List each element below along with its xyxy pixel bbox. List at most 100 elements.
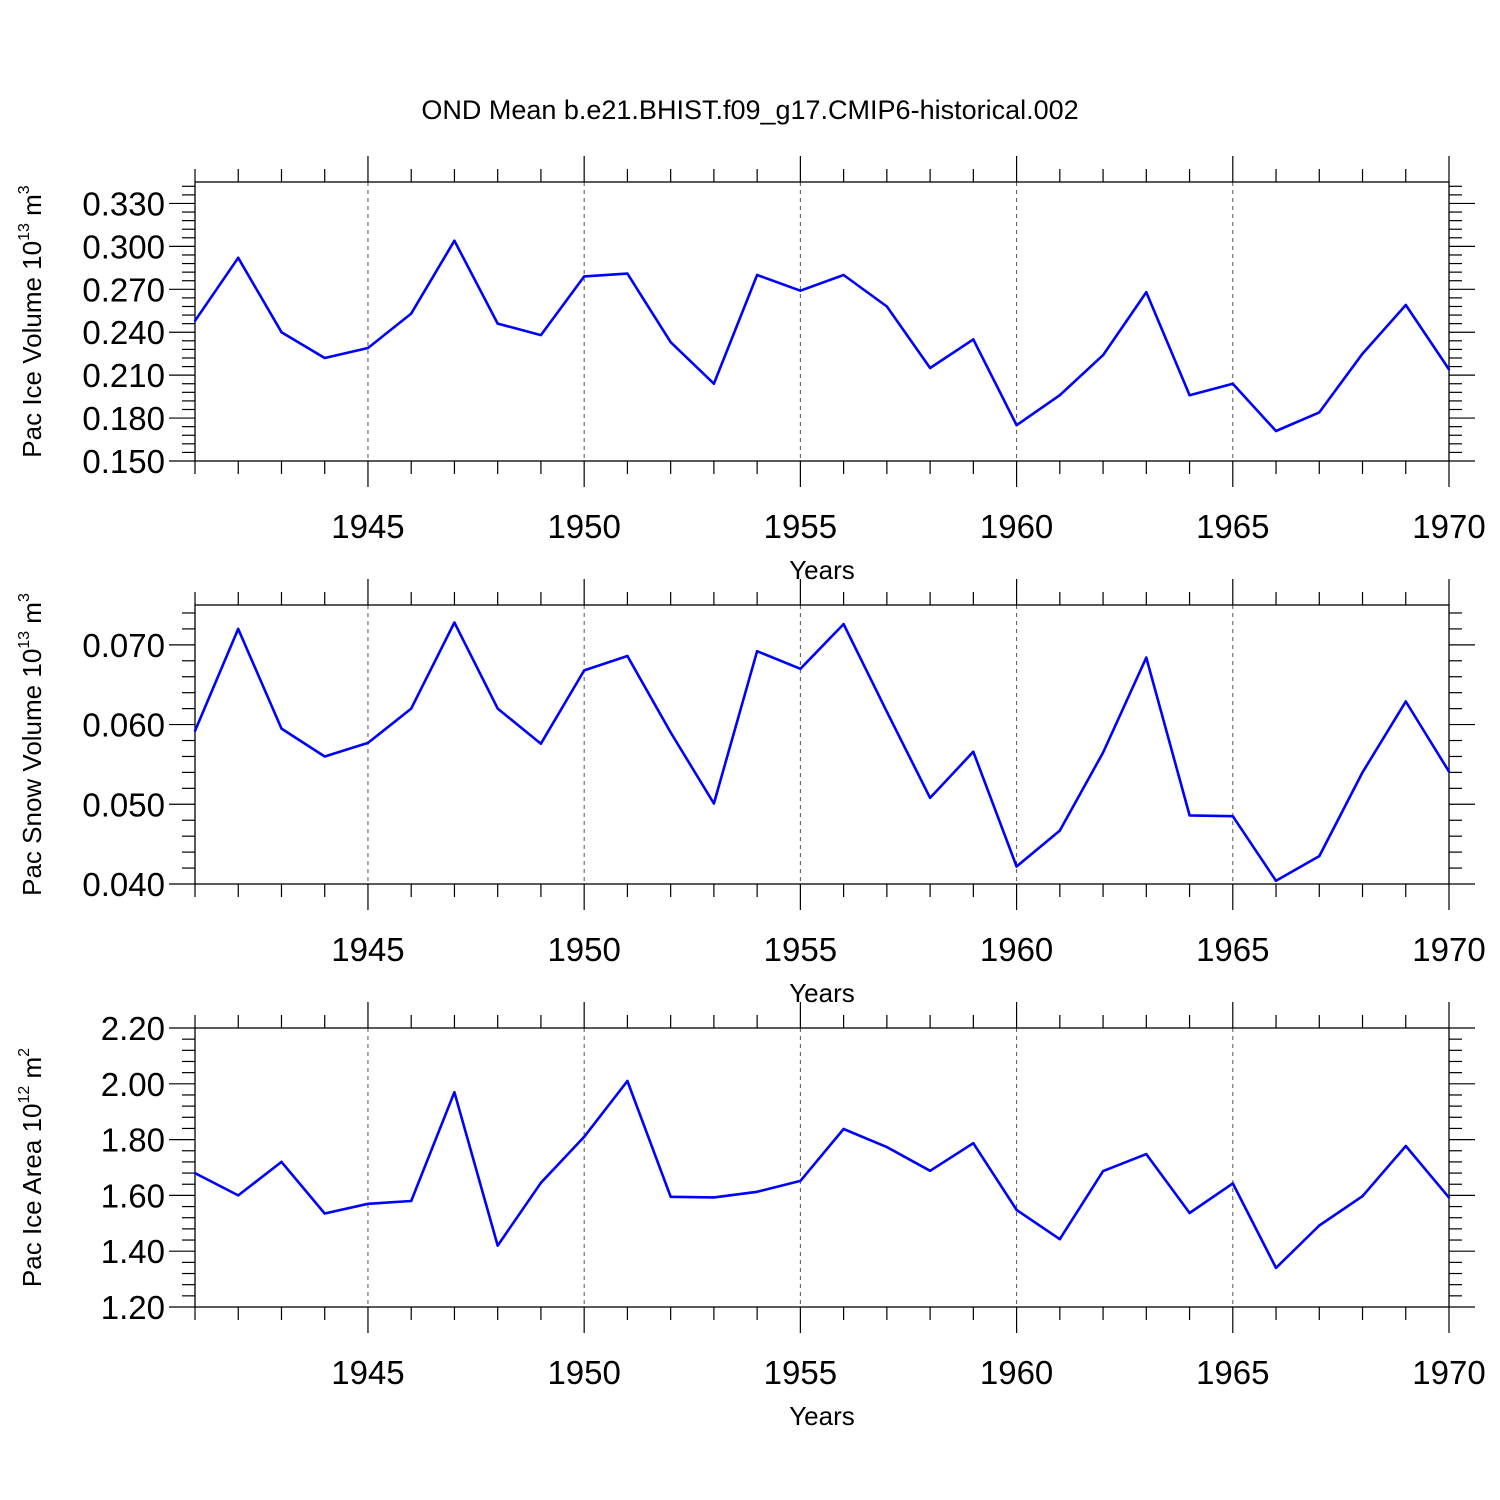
data-point [237, 627, 240, 631]
data-point [1231, 382, 1234, 385]
data-point [755, 273, 759, 277]
data-point [453, 621, 456, 624]
y-axis-label-superscript: 12 [16, 1086, 33, 1104]
data-point [1447, 770, 1451, 773]
data-point [1145, 656, 1148, 659]
y-axis-label-part: Pac Ice Area 10 [17, 1104, 47, 1288]
data-point [1404, 700, 1407, 703]
data-point [1101, 1169, 1105, 1173]
data-point [1188, 393, 1191, 397]
series-line [193, 239, 1451, 433]
y-tick-label: 0.330 [82, 185, 165, 222]
data-point [366, 346, 370, 350]
x-tick-label: 1950 [547, 508, 620, 545]
data-point [885, 1145, 889, 1149]
y-axis-label: Pac Ice Volume 1013 m3 [16, 185, 47, 458]
series-line [193, 621, 1451, 883]
data-point [496, 1244, 499, 1247]
y-tick-label: 0.180 [82, 400, 165, 437]
data-point [928, 1169, 932, 1173]
data-point [669, 341, 672, 344]
x-tick-label: 1970 [1412, 1354, 1485, 1391]
data-point [1015, 1208, 1018, 1212]
data-point [539, 742, 543, 745]
data-point [1447, 368, 1451, 371]
data-point [799, 1179, 802, 1183]
data-point [755, 1190, 759, 1193]
y-axis-label-part: m [17, 602, 47, 631]
data-point [972, 338, 975, 341]
data-point [366, 1202, 370, 1205]
data-point [323, 356, 326, 360]
data-point [928, 796, 932, 800]
y-axis-label-superscript: 3 [16, 593, 33, 602]
data-point [799, 289, 802, 292]
x-axis-label: Years [789, 978, 855, 1008]
plot-frame [194, 604, 1450, 885]
y-tick-label: 2.00 [101, 1066, 165, 1103]
data-point [410, 1199, 413, 1203]
x-tick-label: 1950 [547, 931, 620, 968]
data-point [237, 1194, 240, 1197]
x-tick-label: 1955 [764, 931, 837, 968]
data-point [410, 707, 413, 710]
x-tick-label: 1970 [1412, 931, 1485, 968]
data-point [1058, 393, 1062, 397]
y-tick-label: 0.070 [82, 627, 165, 664]
x-tick-label: 1965 [1196, 508, 1269, 545]
data-point [712, 382, 716, 385]
y-axis-label-superscript: 13 [16, 223, 33, 241]
chart-title: OND Mean b.e21.BHIST.f09_g17.CMIP6-histo… [421, 95, 1078, 125]
y-tick-label: 0.210 [82, 357, 165, 394]
y-axis-label-part: m [17, 194, 47, 223]
data-point [842, 1127, 845, 1131]
data-point [539, 333, 543, 337]
data-point [1318, 1224, 1321, 1227]
data-point [410, 312, 413, 315]
data-point [1404, 1144, 1407, 1148]
data-point [496, 322, 499, 325]
x-tick-label: 1945 [331, 508, 404, 545]
data-point [1361, 771, 1364, 774]
y-tick-label: 0.240 [82, 314, 165, 351]
y-tick-label: 0.270 [82, 271, 165, 308]
data-point [453, 1090, 456, 1094]
x-tick-label: 1965 [1196, 1354, 1269, 1391]
data-point [712, 802, 716, 805]
y-tick-label: 1.60 [101, 1177, 165, 1214]
y-tick-label: 1.40 [101, 1233, 165, 1270]
data-point [1274, 1266, 1278, 1270]
data-point [323, 755, 326, 758]
data-point [1447, 1196, 1451, 1199]
data-point [280, 331, 283, 334]
data-point [928, 366, 932, 370]
data-point [885, 710, 889, 714]
data-point [842, 622, 845, 626]
y-axis-label-superscript: 13 [16, 631, 33, 649]
data-point [453, 239, 456, 242]
data-point [1145, 290, 1148, 294]
y-axis-label-superscript: 3 [16, 185, 33, 194]
data-point [626, 1079, 629, 1083]
data-point [1101, 751, 1105, 754]
x-axis-label: Years [789, 1401, 855, 1431]
data-point [1058, 1238, 1062, 1241]
data-point [842, 273, 845, 277]
y-tick-label: 2.20 [101, 1010, 165, 1047]
y-axis-label-superscript: 2 [16, 1048, 33, 1057]
data-point [755, 650, 759, 653]
data-point [885, 305, 889, 308]
y-tick-label: 1.80 [101, 1122, 165, 1159]
data-point [1404, 303, 1407, 307]
series-line [194, 1079, 1450, 1270]
data-point [1361, 1195, 1364, 1198]
chart-panel-3: 1.20 1.40 1.60 1.80 2.00 2.20 1945 1950 1955 1960… [16, 1002, 1486, 1431]
y-tick-label: 0.040 [82, 866, 165, 903]
data-point [626, 654, 629, 658]
data-point [1231, 815, 1234, 818]
x-tick-label: 1945 [331, 931, 404, 968]
data-point [1188, 814, 1191, 817]
data-point [280, 727, 283, 730]
y-axis-label-part: Pac Ice Volume 10 [17, 241, 47, 458]
